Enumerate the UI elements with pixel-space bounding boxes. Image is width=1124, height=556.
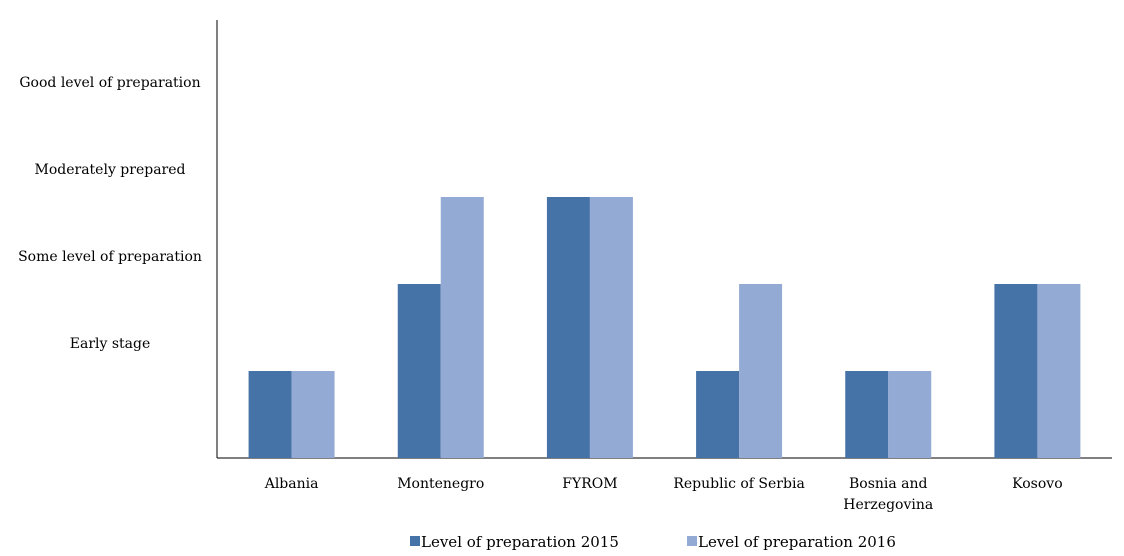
legend-swatch-2016	[687, 536, 697, 546]
y-level-label: Some level of preparation	[18, 249, 202, 265]
y-level-label: Well advanced	[59, 0, 162, 4]
bar-2015	[397, 284, 441, 458]
legend-label-2016: Level of preparation 2016	[698, 533, 896, 551]
x-category-label: Kosovo	[1012, 476, 1062, 492]
bar-2016	[1037, 284, 1081, 458]
x-category-label: Bosnia and Herzegovina	[843, 476, 933, 513]
bar-2016	[291, 371, 335, 458]
bar-2016	[888, 371, 932, 458]
bar-2015	[248, 371, 292, 458]
bar-2016	[589, 197, 633, 458]
legend: Level of preparation 2015 Level of prepa…	[410, 533, 896, 551]
x-category-label: Montenegro	[397, 476, 484, 492]
y-level-label: Early stage	[70, 336, 151, 352]
x-category-label: FYROM	[562, 476, 617, 492]
y-level-label: Good level of preparation	[19, 75, 200, 91]
bar-2016	[739, 284, 783, 458]
y-level-label: Moderately prepared	[35, 162, 186, 178]
bar-2015	[845, 371, 889, 458]
x-category-label: Albania	[264, 476, 319, 492]
x-axis-labels: Albania Montenegro FYROM Republic of Serbia…	[264, 476, 1063, 513]
y-axis-labels: Early stage Some level of preparation Mode…	[18, 0, 202, 352]
bar-2015	[546, 197, 590, 458]
legend-swatch-2015	[410, 536, 420, 546]
bar-2015	[696, 371, 740, 458]
bar-2016	[440, 197, 484, 458]
bar-2015	[994, 284, 1038, 458]
x-category-label: Republic of Serbia	[673, 476, 804, 492]
legend-label-2015: Level of preparation 2015	[421, 533, 619, 551]
bars	[248, 197, 1081, 458]
